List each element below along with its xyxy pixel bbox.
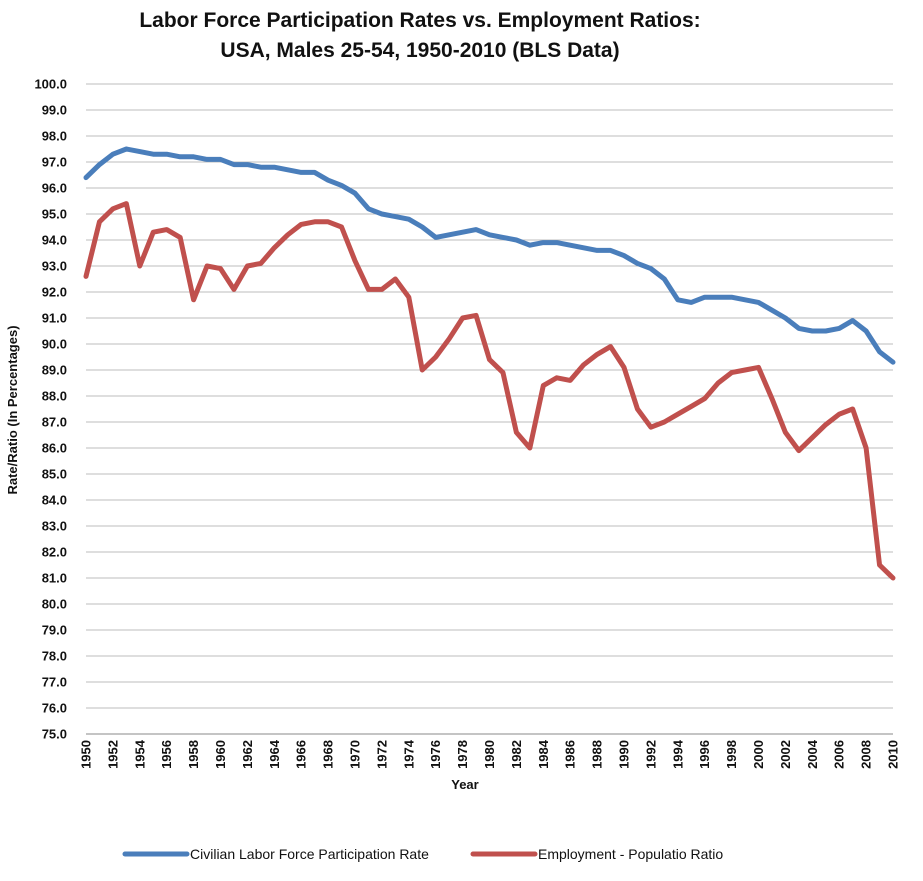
y-tick-label: 79.0 [42,623,67,638]
x-tick-label: 1970 [348,740,363,769]
x-tick-label: 2000 [751,740,766,769]
legend-label-1: Civilian Labor Force Participation Rate [190,846,429,862]
x-tick-label: 1998 [724,740,739,769]
x-tick-label: 2008 [859,740,874,769]
y-tick-label: 77.0 [42,675,67,690]
x-tick-label: 1976 [428,740,443,769]
x-tick-label: 1966 [294,740,309,769]
y-tick-label: 94.0 [42,233,67,248]
x-tick-label: 2002 [778,740,793,769]
x-tick-label: 1978 [455,740,470,769]
x-tick-label: 1958 [186,740,201,769]
x-tick-label: 2004 [805,739,820,769]
y-tick-label: 90.0 [42,337,67,352]
x-tick-label: 1980 [482,740,497,769]
x-tick-label: 1956 [159,740,174,769]
y-tick-label: 80.0 [42,597,67,612]
x-tick-label: 1962 [240,740,255,769]
y-tick-label: 87.0 [42,415,67,430]
x-tick-label: 2010 [886,740,901,769]
legend-label-2: Employment - Populatio Ratio [538,846,723,862]
y-tick-label: 81.0 [42,571,67,586]
x-tick-label: 1950 [79,740,94,769]
y-tick-label: 76.0 [42,701,67,716]
y-tick-label: 78.0 [42,649,67,664]
x-tick-label: 1984 [536,739,551,769]
series-line-1 [83,146,896,365]
grid-lines [86,83,893,735]
x-tick-label: 1982 [509,740,524,769]
data-series [83,146,896,581]
y-tick-label: 97.0 [42,155,67,170]
x-tick-label: 1986 [563,740,578,769]
x-tick-label: 1994 [670,739,685,769]
y-axis-title: Rate/Ratio (In Percentages) [5,325,20,494]
x-tick-label: 1960 [213,740,228,769]
y-tick-label: 93.0 [42,259,67,274]
y-tick-label: 92.0 [42,285,67,300]
x-tick-label: 1952 [105,740,120,769]
y-tick-label: 83.0 [42,519,67,534]
chart-title-line-1: Labor Force Participation Rates vs. Empl… [139,9,701,32]
y-tick-label: 75.0 [42,727,67,742]
y-tick-label: 100.0 [34,77,67,92]
x-tick-label: 1990 [617,740,632,769]
x-tick-label: 1954 [132,739,147,769]
x-tick-label: 1964 [267,739,282,769]
x-tick-label: 2006 [832,740,847,769]
y-tick-label: 85.0 [42,467,67,482]
legend: Civilian Labor Force Participation Rate E… [122,846,723,862]
y-tick-labels: 75.0 76.0 77.0 78.0 79.0 80.0 81.0 82.0 83.0 84.0… [34,77,67,742]
x-tick-label: 1972 [374,740,389,769]
y-tick-label: 84.0 [42,493,67,508]
x-tick-label: 1988 [590,740,605,769]
series-line-2 [83,201,896,581]
y-tick-label: 89.0 [42,363,67,378]
x-tick-labels: 1950 1952 1954 1956 1958 1960 1962 1964 1966 1968… [79,739,901,769]
y-tick-label: 96.0 [42,181,67,196]
y-tick-label: 88.0 [42,389,67,404]
y-tick-label: 91.0 [42,311,67,326]
x-axis-title: Year [451,777,478,792]
chart-title: Labor Force Participation Rates vs. Empl… [0,6,840,66]
chart-title-line-2: USA, Males 25-54, 1950-2010 (BLS Data) [220,39,620,62]
y-tick-label: 98.0 [42,129,67,144]
y-tick-label: 82.0 [42,545,67,560]
y-tick-label: 86.0 [42,441,67,456]
x-tick-label: 1968 [321,740,336,769]
x-tick-label: 1974 [401,739,416,769]
x-tick-label: 1996 [697,740,712,769]
y-tick-label: 99.0 [42,103,67,118]
y-tick-label: 95.0 [42,207,67,222]
x-tick-label: 1992 [643,740,658,769]
